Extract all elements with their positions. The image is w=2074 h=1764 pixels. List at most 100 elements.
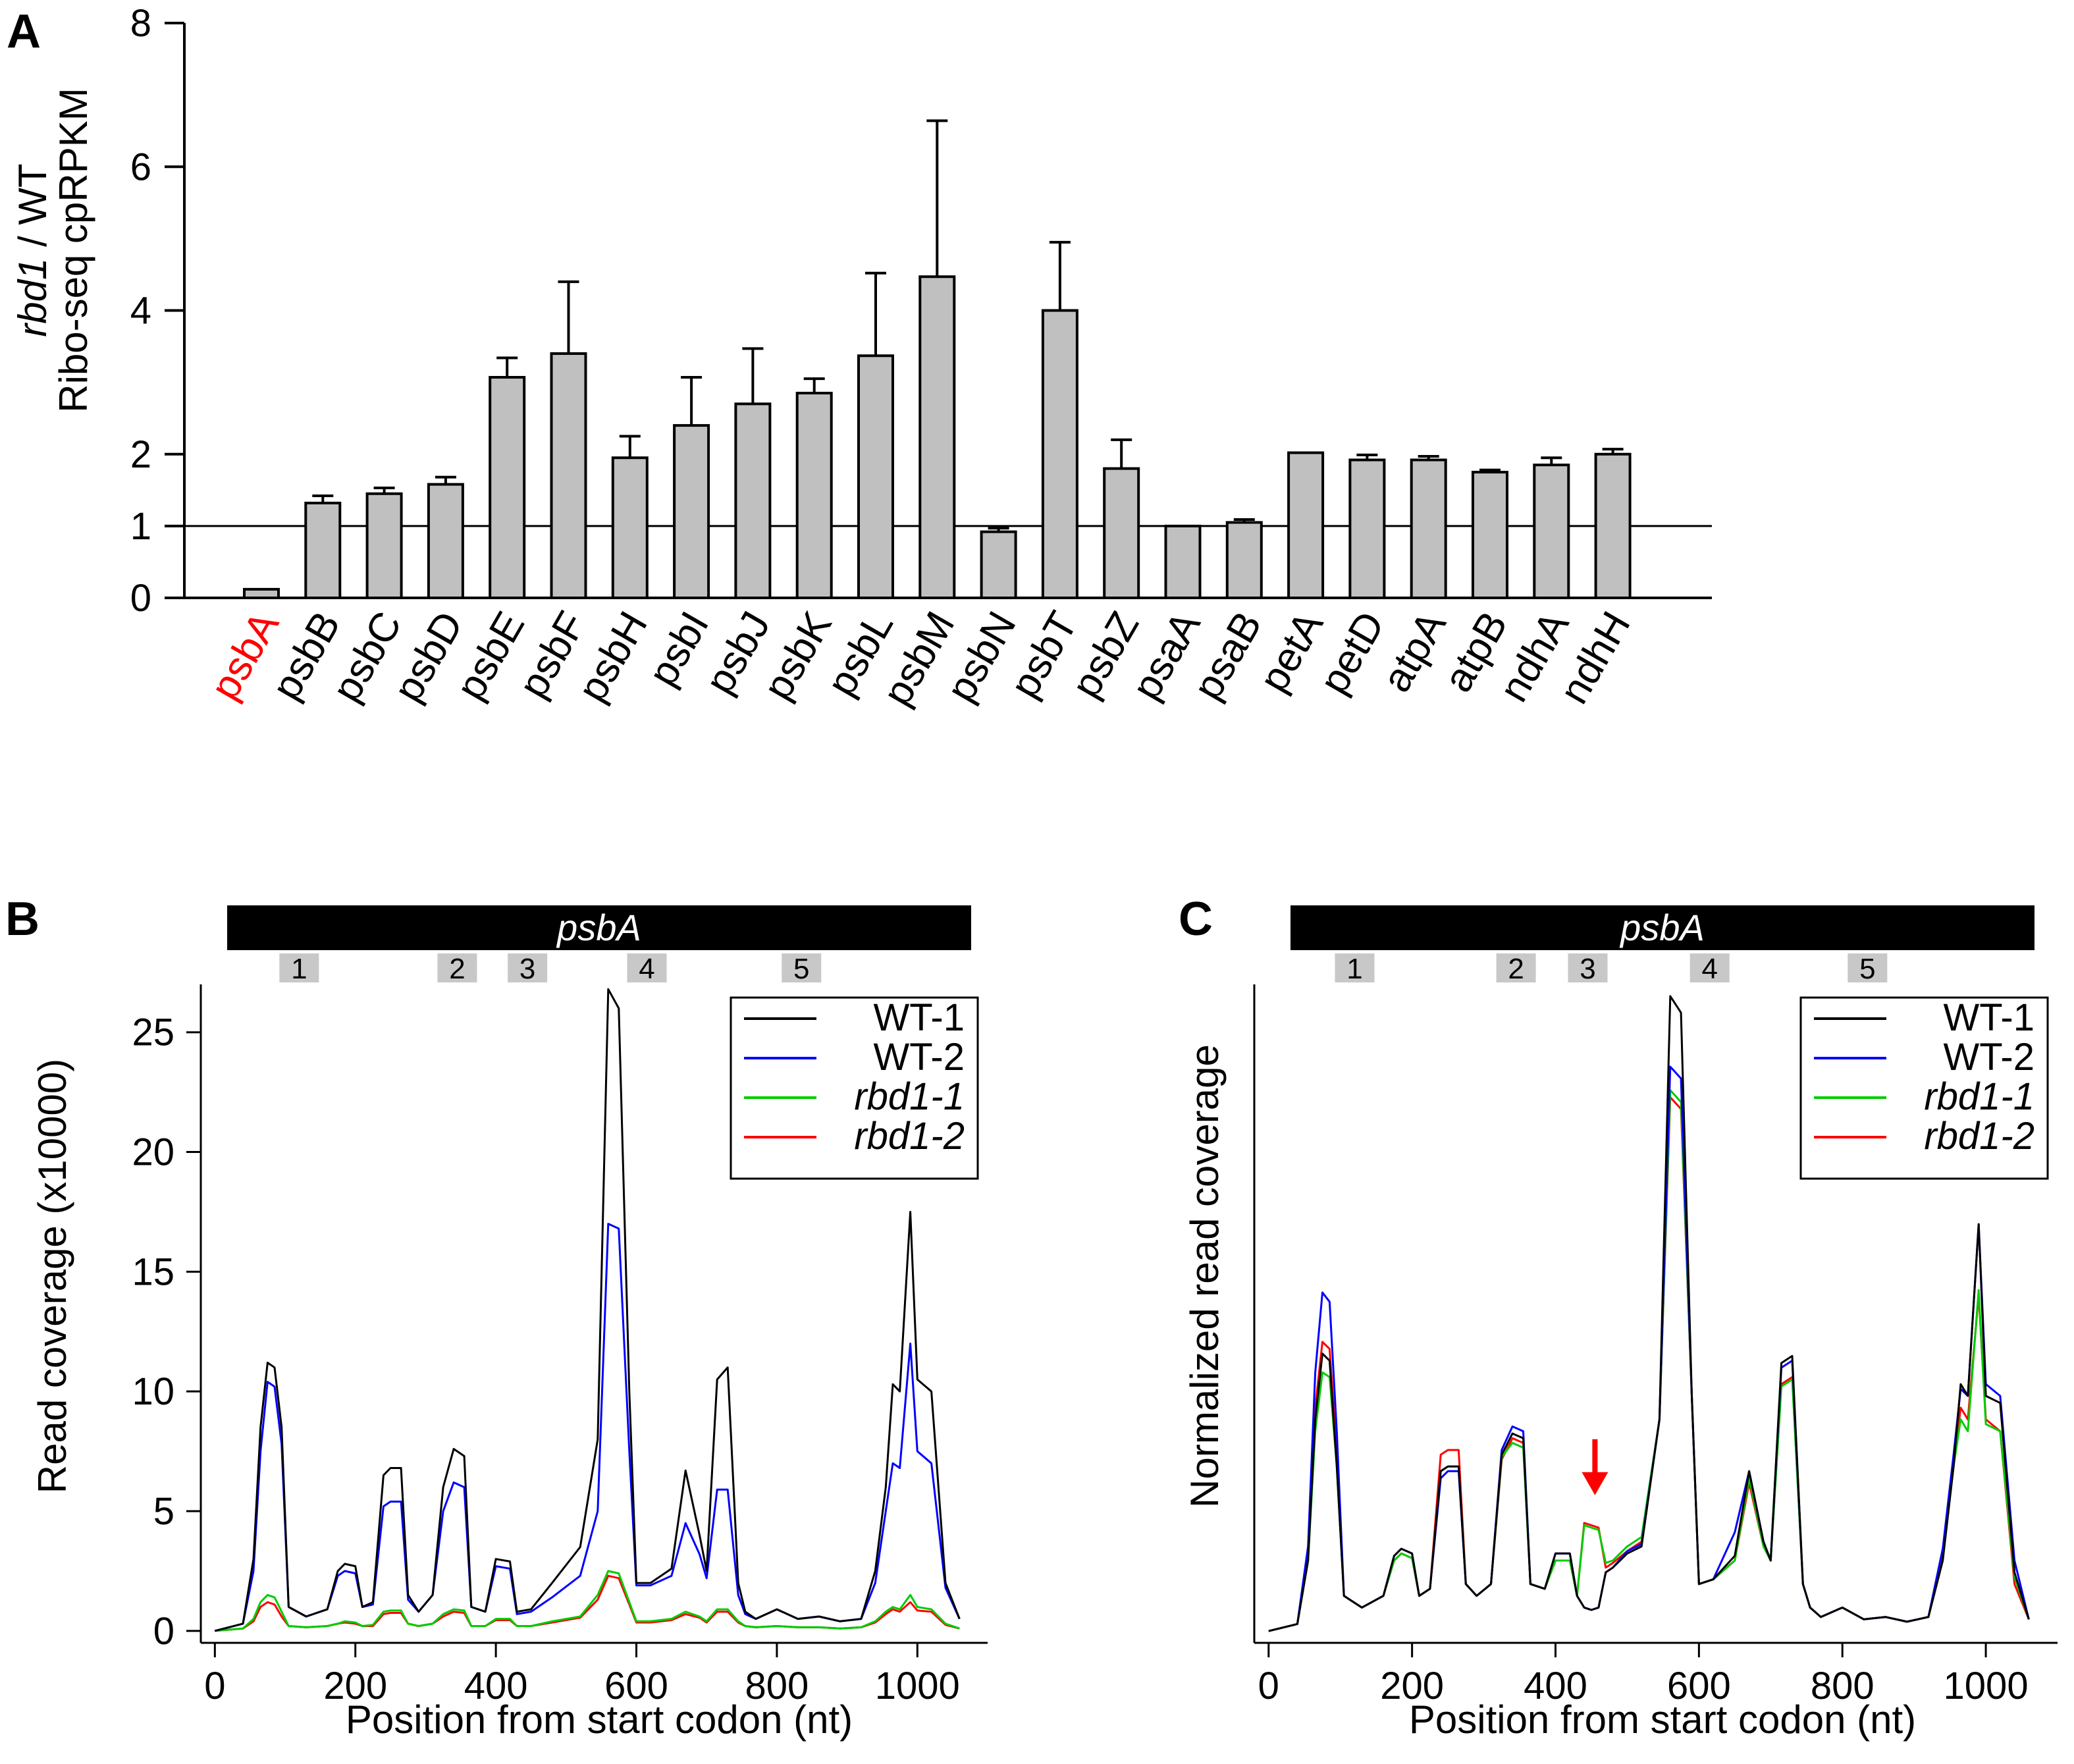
panel-b-letter: B bbox=[5, 893, 40, 946]
region-label: 3 bbox=[1580, 953, 1595, 985]
gene-name: psbA bbox=[556, 907, 641, 948]
bar bbox=[1287, 451, 1325, 599]
arrow-head bbox=[1582, 1472, 1609, 1495]
region-box bbox=[1848, 953, 1888, 982]
bar bbox=[795, 391, 833, 600]
bar bbox=[489, 375, 526, 600]
legend-label: rbd1-2 bbox=[854, 1115, 965, 1158]
bar bbox=[980, 530, 1017, 599]
bar bbox=[918, 275, 956, 599]
panel-a: A rbd1 / WT Ribo-seq cpRPKM 012468psbAps… bbox=[7, 2, 1712, 713]
bar bbox=[427, 483, 464, 600]
region-box bbox=[508, 953, 548, 982]
panel-c-ylabel: Normalized read coverage bbox=[1183, 1044, 1227, 1508]
bar bbox=[1533, 464, 1570, 600]
y-tick-label: 2 bbox=[130, 433, 151, 476]
region-label: 1 bbox=[291, 953, 307, 985]
legend-box bbox=[730, 996, 979, 1180]
x-tick-label: 600 bbox=[604, 1665, 668, 1707]
category-label: psbE bbox=[448, 604, 533, 708]
region-box bbox=[437, 953, 477, 982]
bar bbox=[673, 424, 710, 599]
legend-label: rbd1-1 bbox=[854, 1075, 965, 1118]
x-tick-label: 800 bbox=[1811, 1665, 1875, 1707]
y-tick-label: 8 bbox=[130, 2, 151, 45]
x-tick-label: 1000 bbox=[1944, 1665, 2029, 1707]
region-box bbox=[1496, 953, 1536, 982]
gene-bar bbox=[227, 905, 971, 950]
bar bbox=[304, 501, 342, 600]
y-tick-label: 20 bbox=[132, 1131, 174, 1174]
x-tick-label: 0 bbox=[204, 1665, 225, 1707]
category-label: psaB bbox=[1185, 604, 1271, 708]
y-tick-label: 15 bbox=[132, 1250, 174, 1293]
bar bbox=[611, 456, 649, 599]
region-box bbox=[1689, 953, 1730, 982]
bar bbox=[1410, 458, 1447, 599]
bar bbox=[1348, 458, 1386, 599]
panel-c: C Normalized read coverage Position from… bbox=[1179, 893, 2058, 1742]
y-tick-label: 5 bbox=[153, 1490, 174, 1533]
region-label: 2 bbox=[449, 953, 465, 985]
series-line-WT-1 bbox=[1268, 995, 2030, 1632]
legend-label: WT-2 bbox=[873, 1036, 965, 1079]
region-box bbox=[782, 953, 822, 982]
chart-c: 0 200 400 600 800 1000 bbox=[1253, 984, 2058, 1707]
panel-c-letter: C bbox=[1179, 893, 1213, 946]
region-label: 2 bbox=[1508, 953, 1524, 985]
bar bbox=[550, 352, 587, 599]
x-tick-label: 400 bbox=[464, 1665, 528, 1707]
region-label: 3 bbox=[519, 953, 535, 985]
x-tick-label: 600 bbox=[1667, 1665, 1731, 1707]
category-label: psbT bbox=[1001, 604, 1086, 706]
ylabel-rest: / WT bbox=[11, 163, 55, 257]
bar bbox=[1594, 452, 1632, 599]
x-tick-label: 400 bbox=[1524, 1665, 1587, 1707]
y-tick-label: 1 bbox=[130, 505, 151, 548]
ylabel-line2: Ribo-seq cpRPKM bbox=[51, 88, 95, 413]
series-line-WT-1 bbox=[214, 988, 961, 1632]
y-tick-label: 25 bbox=[132, 1011, 174, 1054]
bar bbox=[734, 402, 772, 599]
panel-b: B Read coverage (x10000) Position from s… bbox=[5, 893, 988, 1742]
x-tick-label: 800 bbox=[745, 1665, 809, 1707]
y-tick-label: 0 bbox=[130, 577, 151, 620]
svg-text:rbd1 / WT: rbd1 / WT bbox=[11, 163, 55, 336]
y-tick-label: 6 bbox=[130, 146, 151, 188]
x-tick-label: 200 bbox=[323, 1665, 387, 1707]
legend-label: WT-1 bbox=[1943, 996, 2034, 1039]
region-label: 5 bbox=[1859, 953, 1875, 985]
panel-c-xlabel: Position from start codon (nt) bbox=[1409, 1697, 1916, 1742]
bar bbox=[1103, 467, 1140, 600]
legend-box bbox=[1799, 996, 2049, 1180]
region-label: 4 bbox=[639, 953, 654, 985]
ylabel-italic: rbd1 bbox=[11, 258, 55, 337]
gene-bar-c: psbA 1 2 3 4 5 bbox=[1290, 905, 2034, 985]
legend-label: rbd1-2 bbox=[1924, 1115, 2034, 1158]
gene-bar-b: psbA 1 2 3 4 5 bbox=[227, 905, 971, 985]
region-label: 1 bbox=[1346, 953, 1362, 985]
y-tick-label: 10 bbox=[132, 1370, 174, 1413]
series-line-rbd1-1 bbox=[215, 1570, 960, 1632]
region-label: 4 bbox=[1701, 953, 1717, 985]
y-tick-label: 0 bbox=[153, 1610, 174, 1653]
legend-label: WT-2 bbox=[1943, 1036, 2034, 1079]
region-box bbox=[627, 953, 667, 982]
bar bbox=[1225, 521, 1263, 600]
bar bbox=[365, 492, 403, 599]
x-tick-label: 0 bbox=[1258, 1665, 1279, 1707]
bar bbox=[857, 354, 894, 600]
region-label: 5 bbox=[793, 953, 809, 985]
gene-name: psbA bbox=[1619, 907, 1705, 948]
region-box bbox=[279, 953, 319, 982]
y-tick-label: 4 bbox=[130, 290, 151, 333]
region-box bbox=[1568, 953, 1608, 982]
bar bbox=[1041, 309, 1078, 599]
bar bbox=[243, 587, 280, 600]
x-tick-label: 200 bbox=[1380, 1665, 1444, 1707]
category-label: petD bbox=[1311, 604, 1393, 702]
bar bbox=[1472, 471, 1508, 599]
panel-a-ylabel: rbd1 / WT Ribo-seq cpRPKM bbox=[11, 88, 95, 413]
panel-a-letter: A bbox=[7, 5, 41, 58]
